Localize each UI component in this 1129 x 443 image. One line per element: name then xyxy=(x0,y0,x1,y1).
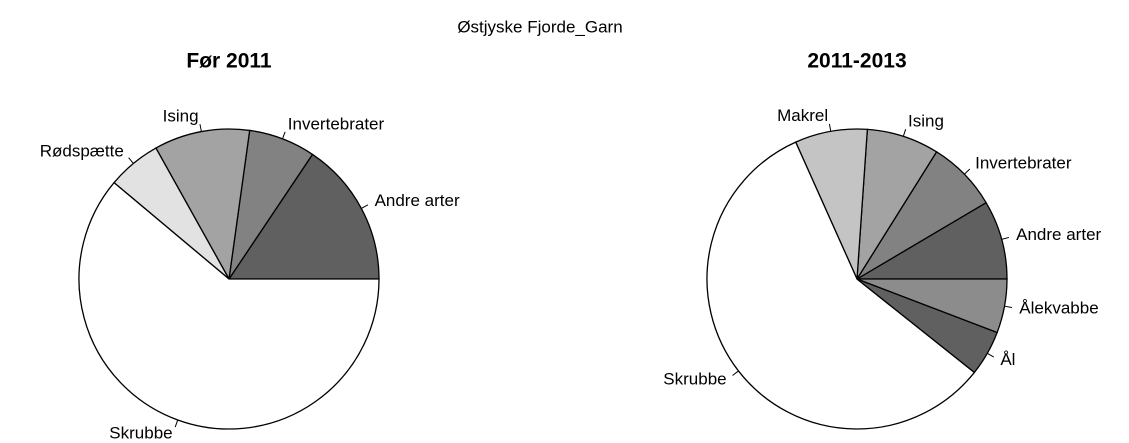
slice-label: Rødspætte xyxy=(40,141,124,160)
pie-title: Før 2011 xyxy=(186,50,272,73)
slice-label: Andre arter xyxy=(375,191,460,210)
label-tick xyxy=(1001,236,1010,240)
label-tick xyxy=(987,352,995,358)
pie-slice xyxy=(78,181,380,430)
chart-title: Østjyske Fjorde_Garn xyxy=(457,17,622,36)
slice-label: Ising xyxy=(908,112,944,131)
label-tick xyxy=(128,157,134,164)
slice-label: Makrel xyxy=(777,106,828,125)
label-tick xyxy=(732,370,739,376)
pie-slice xyxy=(856,278,1008,334)
pie-title: 2011-2013 xyxy=(807,50,906,73)
slice-label: Ising xyxy=(163,106,199,125)
pie-slice xyxy=(227,153,380,280)
label-tick xyxy=(281,131,286,140)
label-tick xyxy=(828,123,832,132)
label-tick xyxy=(361,204,369,209)
slice-label: Skrubbe xyxy=(663,370,726,389)
pie-slice xyxy=(155,128,251,282)
label-tick xyxy=(902,129,907,137)
label-tick xyxy=(1004,305,1012,309)
slice-label: Invertebrater xyxy=(288,114,385,133)
label-tick xyxy=(174,419,179,428)
slice-label: Ålekvabbe xyxy=(1019,298,1098,317)
slice-label: Ål xyxy=(1000,350,1015,369)
pie-slice xyxy=(706,141,976,430)
slice-label: Invertebrater xyxy=(975,153,1072,172)
label-tick xyxy=(964,168,971,175)
slice-label: Skrubbe xyxy=(109,424,172,443)
label-tick xyxy=(199,124,202,132)
slice-label: Andre arter xyxy=(1016,225,1101,244)
